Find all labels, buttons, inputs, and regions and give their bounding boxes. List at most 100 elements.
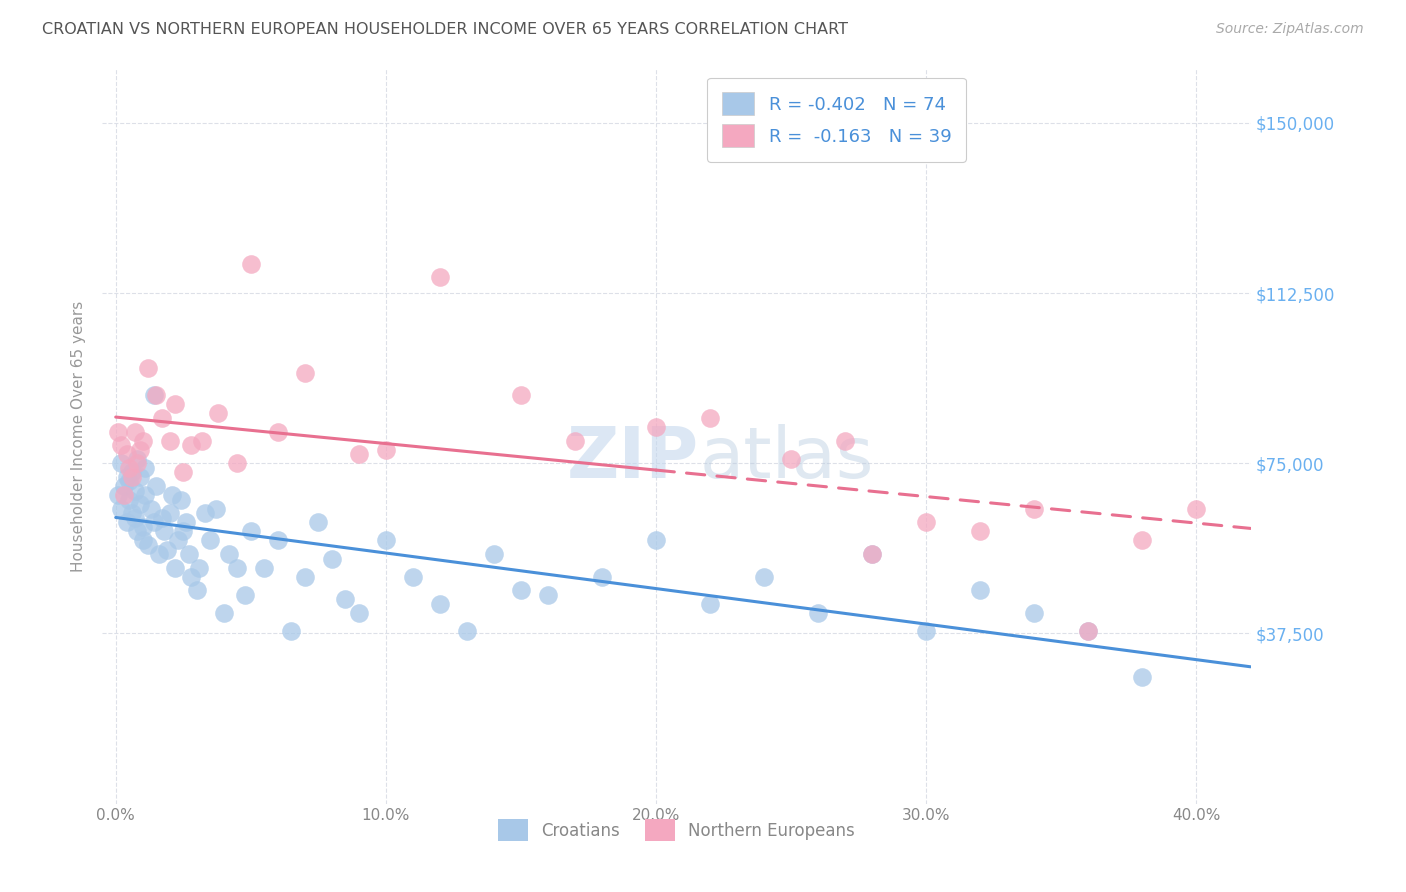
Point: [172, 466, 194, 480]
Point: [132, 434, 155, 448]
Point: [148, 547, 170, 561]
Point: [510, 583, 533, 598]
Point: [280, 624, 302, 639]
Text: atlas: atlas: [699, 424, 873, 492]
Point: [510, 388, 533, 402]
Point: [860, 547, 883, 561]
Point: [165, 397, 187, 411]
Point: [235, 588, 257, 602]
Point: [136, 538, 159, 552]
Point: [307, 516, 329, 530]
Point: [165, 560, 187, 574]
Point: [294, 366, 316, 380]
Point: [1024, 501, 1046, 516]
Point: [253, 560, 276, 574]
Point: [115, 447, 138, 461]
Point: [212, 606, 235, 620]
Text: CROATIAN VS NORTHERN EUROPEAN HOUSEHOLDER INCOME OVER 65 YEARS CORRELATION CHART: CROATIAN VS NORTHERN EUROPEAN HOUSEHOLDE…: [42, 22, 848, 37]
Point: [1185, 501, 1208, 516]
Point: [115, 470, 138, 484]
Point: [177, 547, 200, 561]
Point: [118, 475, 141, 489]
Point: [482, 547, 505, 561]
Point: [1024, 606, 1046, 620]
Point: [150, 510, 173, 524]
Point: [124, 425, 146, 439]
Point: [218, 547, 240, 561]
Point: [127, 456, 149, 470]
Point: [180, 570, 202, 584]
Point: [129, 442, 152, 457]
Point: [121, 506, 143, 520]
Point: [699, 597, 721, 611]
Point: [145, 388, 167, 402]
Point: [347, 606, 370, 620]
Point: [180, 438, 202, 452]
Point: [121, 466, 143, 480]
Point: [127, 451, 149, 466]
Point: [132, 533, 155, 548]
Point: [172, 524, 194, 539]
Point: [167, 533, 190, 548]
Point: [118, 460, 141, 475]
Point: [124, 510, 146, 524]
Point: [139, 501, 162, 516]
Point: [226, 560, 249, 574]
Point: [159, 434, 181, 448]
Point: [860, 547, 883, 561]
Y-axis label: Householder Income Over 65 years: Householder Income Over 65 years: [72, 301, 86, 572]
Point: [110, 456, 132, 470]
Point: [127, 524, 149, 539]
Point: [915, 516, 938, 530]
Point: [294, 570, 316, 584]
Point: [347, 447, 370, 461]
Point: [591, 570, 613, 584]
Point: [200, 533, 222, 548]
Point: [969, 524, 991, 539]
Point: [402, 570, 425, 584]
Point: [537, 588, 560, 602]
Point: [207, 406, 229, 420]
Point: [429, 270, 451, 285]
Point: [118, 492, 141, 507]
Point: [834, 434, 856, 448]
Point: [162, 488, 184, 502]
Text: Source: ZipAtlas.com: Source: ZipAtlas.com: [1216, 22, 1364, 37]
Point: [136, 361, 159, 376]
Point: [807, 606, 830, 620]
Point: [1132, 533, 1154, 548]
Point: [1077, 624, 1099, 639]
Point: [1132, 669, 1154, 683]
Point: [159, 506, 181, 520]
Point: [429, 597, 451, 611]
Point: [129, 497, 152, 511]
Point: [145, 479, 167, 493]
Point: [374, 533, 396, 548]
Point: [121, 470, 143, 484]
Point: [169, 492, 191, 507]
Point: [226, 456, 249, 470]
Point: [267, 533, 290, 548]
Point: [699, 411, 721, 425]
Point: [112, 479, 135, 493]
Point: [267, 425, 290, 439]
Point: [969, 583, 991, 598]
Point: [374, 442, 396, 457]
Point: [153, 524, 176, 539]
Point: [129, 470, 152, 484]
Point: [110, 438, 132, 452]
Point: [645, 533, 668, 548]
Point: [156, 542, 179, 557]
Point: [134, 488, 156, 502]
Point: [142, 516, 165, 530]
Point: [174, 516, 197, 530]
Point: [194, 506, 217, 520]
Point: [188, 560, 211, 574]
Point: [132, 520, 155, 534]
Point: [110, 501, 132, 516]
Point: [645, 420, 668, 434]
Point: [1077, 624, 1099, 639]
Point: [107, 425, 129, 439]
Point: [456, 624, 478, 639]
Point: [112, 488, 135, 502]
